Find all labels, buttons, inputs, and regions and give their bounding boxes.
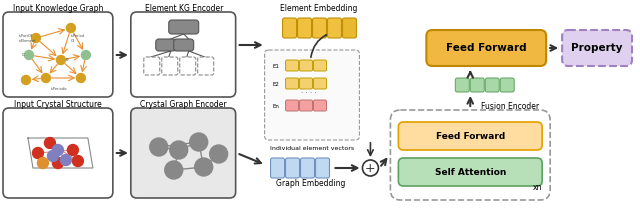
FancyBboxPatch shape — [470, 78, 484, 92]
FancyBboxPatch shape — [342, 18, 356, 38]
Circle shape — [52, 144, 63, 155]
FancyBboxPatch shape — [198, 57, 214, 75]
FancyBboxPatch shape — [500, 78, 514, 92]
FancyBboxPatch shape — [300, 78, 312, 89]
Circle shape — [44, 138, 56, 148]
FancyBboxPatch shape — [156, 39, 176, 51]
Text: isPeriodic: isPeriodic — [51, 87, 68, 91]
FancyBboxPatch shape — [328, 18, 342, 38]
Text: Element Embedding: Element Embedding — [280, 4, 357, 13]
Circle shape — [170, 141, 188, 159]
Circle shape — [60, 155, 72, 165]
FancyBboxPatch shape — [426, 30, 546, 66]
Text: E1: E1 — [272, 63, 279, 68]
Text: Feed Forward: Feed Forward — [436, 131, 505, 140]
FancyBboxPatch shape — [455, 78, 469, 92]
FancyBboxPatch shape — [180, 57, 196, 75]
Circle shape — [47, 151, 58, 161]
Text: Property: Property — [572, 43, 623, 53]
FancyBboxPatch shape — [144, 57, 160, 75]
Text: Input Knowledge Graph: Input Knowledge Graph — [13, 4, 103, 13]
Circle shape — [195, 158, 212, 176]
Text: Input Crystal Structure: Input Crystal Structure — [14, 100, 102, 109]
Text: Element KG Encoder: Element KG Encoder — [145, 4, 223, 13]
FancyBboxPatch shape — [285, 158, 300, 178]
FancyBboxPatch shape — [562, 30, 632, 66]
FancyBboxPatch shape — [398, 158, 542, 186]
Circle shape — [189, 133, 208, 151]
Circle shape — [42, 74, 51, 83]
FancyBboxPatch shape — [271, 158, 285, 178]
Circle shape — [81, 50, 90, 59]
Text: C: C — [22, 53, 24, 57]
FancyBboxPatch shape — [169, 20, 198, 34]
FancyBboxPatch shape — [3, 12, 113, 97]
Circle shape — [67, 24, 76, 33]
Circle shape — [362, 160, 378, 176]
FancyBboxPatch shape — [485, 78, 499, 92]
Text: Fusion Encoder: Fusion Encoder — [481, 101, 540, 110]
FancyBboxPatch shape — [173, 39, 194, 51]
Text: isPartOf
isElement: isPartOf isElement — [19, 34, 36, 43]
FancyBboxPatch shape — [285, 78, 298, 89]
Text: Graph Embedding: Graph Embedding — [276, 178, 345, 188]
Text: E2: E2 — [272, 81, 279, 87]
FancyBboxPatch shape — [314, 100, 326, 111]
FancyBboxPatch shape — [398, 122, 542, 150]
Circle shape — [72, 155, 83, 167]
Circle shape — [33, 147, 44, 159]
Circle shape — [67, 144, 78, 155]
Text: Feed Forward: Feed Forward — [446, 43, 527, 53]
FancyBboxPatch shape — [312, 18, 326, 38]
FancyBboxPatch shape — [285, 60, 298, 71]
Text: isPeriod
Of: isPeriod Of — [71, 34, 85, 43]
FancyBboxPatch shape — [264, 50, 360, 140]
Circle shape — [38, 158, 49, 168]
FancyBboxPatch shape — [285, 100, 298, 111]
Circle shape — [56, 55, 65, 64]
Circle shape — [31, 34, 40, 42]
FancyBboxPatch shape — [316, 158, 330, 178]
FancyBboxPatch shape — [301, 158, 314, 178]
Text: Self Attention: Self Attention — [435, 168, 506, 176]
Text: xn: xn — [532, 183, 542, 192]
Text: Crystal Graph Encoder: Crystal Graph Encoder — [140, 100, 227, 109]
FancyBboxPatch shape — [298, 18, 312, 38]
FancyBboxPatch shape — [300, 100, 312, 111]
Circle shape — [164, 161, 183, 179]
FancyBboxPatch shape — [3, 108, 113, 198]
FancyBboxPatch shape — [300, 60, 312, 71]
Text: Individual element vectors: Individual element vectors — [271, 146, 355, 151]
Circle shape — [24, 50, 33, 59]
FancyArrowPatch shape — [311, 35, 326, 57]
Circle shape — [22, 76, 31, 84]
Text: · · · ·: · · · · — [301, 90, 316, 96]
FancyBboxPatch shape — [162, 57, 178, 75]
Text: θ: θ — [66, 58, 68, 62]
FancyBboxPatch shape — [283, 18, 296, 38]
Circle shape — [76, 74, 85, 83]
Text: En: En — [272, 104, 279, 109]
FancyBboxPatch shape — [390, 110, 550, 200]
Circle shape — [210, 145, 228, 163]
FancyBboxPatch shape — [131, 12, 236, 97]
Circle shape — [150, 138, 168, 156]
FancyBboxPatch shape — [314, 60, 326, 71]
Circle shape — [52, 158, 63, 168]
FancyBboxPatch shape — [314, 78, 326, 89]
FancyBboxPatch shape — [131, 108, 236, 198]
Text: +: + — [365, 161, 376, 175]
